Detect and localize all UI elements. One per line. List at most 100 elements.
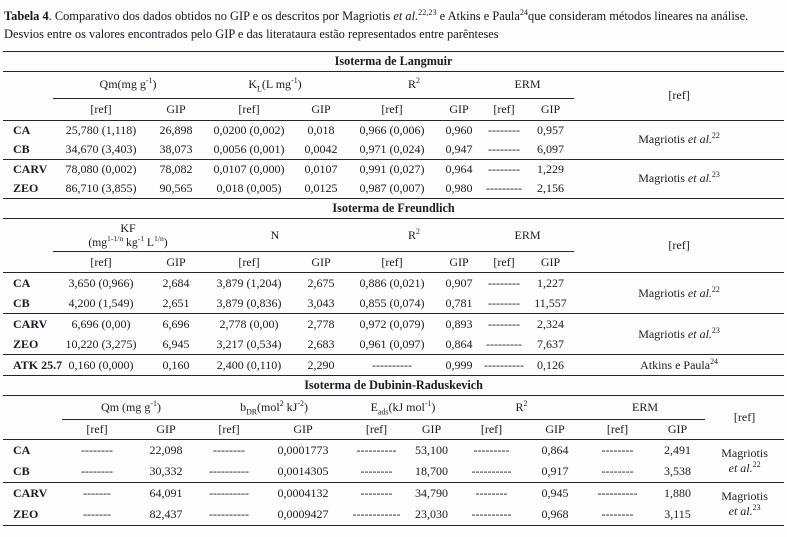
section-title-row: Isoterma de Dubinin-Raduskevich bbox=[3, 375, 785, 397]
data-cell: 0,781 bbox=[437, 293, 481, 315]
data-cell: 2,683 bbox=[295, 334, 347, 356]
data-cell: 4,200 (1,549) bbox=[53, 293, 149, 315]
corner-cell bbox=[3, 396, 62, 420]
data-cell: 22,098 bbox=[149, 443, 183, 458]
row-label: CARV bbox=[13, 161, 48, 176]
column-group-kl: KL(L mg-1) bbox=[203, 71, 347, 99]
column-group-eads: Eads(kJ mol-1) bbox=[348, 395, 458, 421]
data-cell: --------- bbox=[481, 334, 527, 356]
data-cell: 1,229 bbox=[537, 161, 564, 176]
corner-cell bbox=[3, 419, 62, 441]
data-cell: 2,684 bbox=[162, 275, 190, 290]
data-cell: 64,091 bbox=[149, 486, 183, 501]
row-label: CA bbox=[13, 443, 31, 458]
row-label: ATK 25.7 bbox=[13, 357, 63, 372]
subcol-gip: GIP bbox=[132, 419, 200, 441]
data-cell: -------- bbox=[360, 486, 393, 501]
data-cell: 53,100 bbox=[415, 443, 448, 458]
data-cell: 82,437 bbox=[149, 507, 183, 522]
row-label: CB bbox=[3, 139, 53, 160]
data-cell: 0,945 bbox=[541, 486, 569, 501]
data-cell: 3,879 (0,836) bbox=[203, 293, 295, 315]
data-cell: 0,0014305 bbox=[258, 461, 348, 484]
column-group-r2: R2 bbox=[347, 218, 481, 253]
ref-citation: Magriotis et al.22 bbox=[705, 439, 785, 484]
data-cell: 2,400 (0,110) bbox=[216, 357, 282, 372]
ref-citation: Magriotis et al.23 bbox=[574, 313, 785, 356]
data-cell: -------- bbox=[601, 443, 634, 458]
data-cell: -------- bbox=[585, 461, 650, 484]
subcol-gip: GIP bbox=[295, 251, 347, 274]
subcol-ref: [ref] bbox=[62, 419, 132, 441]
subcol-gip: GIP bbox=[295, 98, 347, 121]
data-cell: 0,0001773 bbox=[277, 443, 329, 458]
column-group-qm: Qm (mg g-1) bbox=[62, 395, 200, 421]
section-title-row: Isoterma de Freundlich bbox=[3, 198, 785, 220]
section-title-row: Isoterma de Langmuir bbox=[3, 51, 785, 72]
subcol-ref: [ref] bbox=[585, 419, 650, 441]
table-row: CARV 6,696 (0,00) 6,696 2,778 (0,00) 2,7… bbox=[3, 313, 785, 356]
subcol-ref: [ref] bbox=[347, 251, 437, 274]
ref-citation: Magriotis et al.22 bbox=[574, 120, 785, 160]
data-cell: 0,991 (0,027) bbox=[359, 161, 425, 176]
data-cell: 0,968 bbox=[541, 507, 569, 522]
data-cell: ---------- bbox=[484, 357, 524, 372]
data-cell: 25,780 (1,118) bbox=[65, 122, 137, 137]
sub-header-row: [ref] GIP [ref] GIP [ref] GIP [ref] GIP bbox=[3, 251, 784, 274]
data-cell: 0,0004132 bbox=[277, 486, 329, 501]
data-cell: -------- bbox=[81, 443, 113, 458]
data-cell: 0,018 bbox=[307, 122, 335, 137]
sub-header-row: [ref] GIP [ref] GIP [ref] GIP [ref] GIP … bbox=[3, 419, 784, 441]
data-cell: 0,917 bbox=[525, 461, 585, 484]
subcol-gip: GIP bbox=[149, 98, 203, 121]
ref-column-header: [ref] bbox=[574, 71, 785, 121]
row-label: CA bbox=[13, 275, 31, 290]
subcol-ref: [ref] bbox=[203, 251, 295, 274]
data-cell: --------- bbox=[486, 180, 522, 195]
table-row: ATK 25.7 0,160 (0,000) 0,160 2,400 (0,11… bbox=[3, 355, 784, 376]
data-cell: -------- bbox=[488, 161, 520, 176]
data-cell: 7,637 bbox=[527, 334, 574, 356]
data-cell: 0,886 (0,021) bbox=[359, 275, 425, 290]
data-cell: 0,0042 bbox=[295, 139, 347, 160]
subcol-gip: GIP bbox=[149, 251, 203, 274]
ref-citation: Magriotis et al.23 bbox=[721, 489, 768, 519]
data-cell: 0,893 bbox=[445, 316, 473, 331]
ref-citation: Magriotis et al.23 bbox=[638, 170, 720, 186]
data-cell: -------- bbox=[481, 293, 527, 315]
freundlich-table: Isoterma de Freundlich KF (mg1-1/n kg-1 … bbox=[3, 198, 785, 376]
data-cell: 0,0107 bbox=[304, 161, 338, 176]
data-cell: 0,964 bbox=[445, 161, 473, 176]
subcol-ref: [ref] bbox=[458, 419, 525, 441]
section-title-dubinin: Isoterma de Dubinin-Raduskevich bbox=[3, 375, 785, 397]
data-cell: 11,557 bbox=[527, 293, 574, 315]
data-cell: 2,324 bbox=[537, 316, 564, 331]
data-cell: 38,073 bbox=[149, 139, 203, 160]
column-group-r2: R2 bbox=[458, 395, 585, 421]
data-cell: 3,115 bbox=[664, 507, 691, 522]
data-cell: 2,651 bbox=[149, 293, 203, 315]
column-group-erm: ERM bbox=[585, 395, 705, 421]
data-cell: 78,082 bbox=[159, 161, 193, 176]
column-group-qm: Qm(mg g-1) bbox=[53, 71, 203, 99]
data-cell: 0,018 (0,005) bbox=[216, 180, 282, 195]
column-group-r2: R2 bbox=[347, 71, 481, 99]
data-cell: 2,290 bbox=[307, 357, 335, 372]
group-header-row: Qm (mg g-1) bDR(mol2 kJ-2) Eads(kJ mol-1… bbox=[3, 395, 785, 441]
subcol-ref: [ref] bbox=[200, 419, 258, 441]
data-cell: 0,0056 (0,001) bbox=[203, 139, 295, 160]
data-cell: -------- bbox=[475, 486, 508, 501]
table-row: CB 34,670 (3,403) 38,073 0,0056 (0,001) … bbox=[3, 139, 784, 160]
data-cell: 0,0200 (0,002) bbox=[213, 122, 285, 137]
data-cell: 0,907 bbox=[445, 275, 473, 290]
data-cell: -------- bbox=[348, 461, 405, 484]
data-cell: 34,790 bbox=[415, 486, 448, 501]
table-row: CA -------- 22,098 -------- 0,0001773 --… bbox=[3, 439, 785, 484]
data-cell: -------- bbox=[488, 122, 520, 137]
data-cell: ---------- bbox=[200, 461, 258, 484]
table-row: CB 4,200 (1,549) 2,651 3,879 (0,836) 3,0… bbox=[3, 293, 784, 315]
data-cell: 0,855 (0,074) bbox=[347, 293, 437, 315]
corner-cell bbox=[3, 71, 53, 98]
data-cell: 0,126 bbox=[537, 357, 564, 372]
data-cell: 2,491 bbox=[664, 443, 691, 458]
